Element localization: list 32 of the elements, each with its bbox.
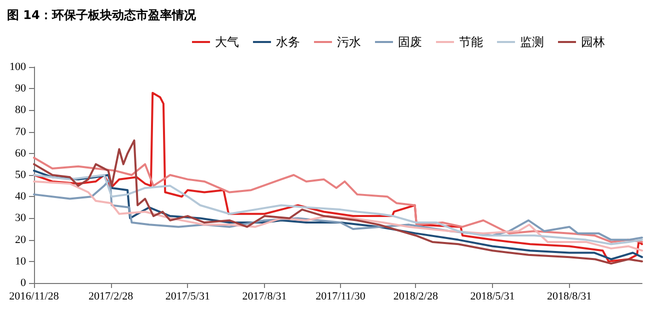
y-tick-label: 10	[15, 255, 26, 268]
legend-label: 固废	[398, 35, 422, 49]
y-tick-label: 40	[15, 190, 26, 203]
legend-label: 水务	[276, 35, 300, 49]
x-tick-label: 2017/8/31	[242, 290, 287, 302]
x-tick-label: 2017/11/30	[316, 290, 366, 302]
y-tick-label: 80	[15, 104, 26, 116]
y-tick-label: 0	[20, 277, 26, 289]
x-tick-label: 2016/11/28	[9, 290, 60, 302]
x-tick-label: 2017/5/31	[165, 290, 210, 302]
legend-label: 园林	[581, 35, 605, 49]
y-tick-label: 30	[15, 212, 26, 224]
legend-label: 大气	[215, 35, 239, 49]
legend-label: 节能	[459, 35, 483, 49]
y-tick-label: 70	[15, 126, 26, 138]
line-series	[33, 139, 643, 265]
chart-title: 图 14：环保子板块动态市盈率情况	[7, 8, 197, 22]
y-tick-label: 90	[15, 82, 26, 95]
y-tick-label: 20	[15, 234, 26, 246]
line-series	[33, 92, 643, 262]
x-tick-label: 2018/5/31	[470, 290, 515, 302]
x-tick-label: 2018/8/31	[547, 290, 592, 302]
legend-label: 污水	[337, 35, 361, 49]
line-series	[33, 180, 643, 252]
y-tick-label: 100	[10, 61, 26, 73]
x-tick-label: 2017/2/28	[88, 290, 134, 302]
x-tick-label: 2018/2/28	[393, 290, 438, 302]
line-series	[33, 170, 643, 260]
y-tick-label: 60	[15, 147, 26, 160]
legend-label: 监测	[520, 35, 544, 49]
y-tick-label: 50	[15, 169, 26, 181]
line-series	[33, 156, 643, 243]
